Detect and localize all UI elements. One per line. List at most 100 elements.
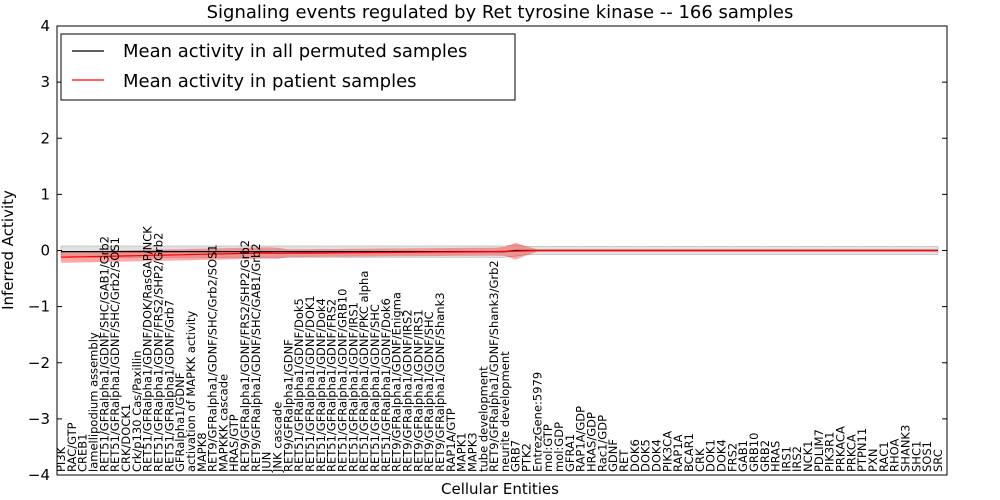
- x-tick-label: RET9/GFRalpha1/GDNF: [281, 339, 295, 472]
- x-axis-label: Cellular Entities: [441, 480, 559, 498]
- x-tick-label: RET51/GFRalpha1/GDNF/Dok5: [292, 298, 306, 472]
- y-tick-label: −2: [28, 354, 50, 372]
- chart-title: Signaling events regulated by Ret tyrosi…: [207, 2, 794, 23]
- y-axis-label: Inferred Activity: [0, 190, 17, 310]
- x-tick-label: lamellipodium assembly: [87, 332, 101, 472]
- y-tick-label: 1: [40, 185, 50, 203]
- x-tick-label: HRAS/GDP: [585, 412, 599, 472]
- confidence-bands: [60, 242, 939, 263]
- x-tick-label: RET9/GFRalpha1/GDNF/Enigma: [390, 292, 404, 472]
- x-tick-label: RAC/GTP: [65, 422, 79, 472]
- x-tick-label: RET: [617, 449, 631, 472]
- x-tick-label: FRS2: [725, 443, 739, 472]
- y-tick-label: 4: [40, 17, 50, 35]
- y-tick-label: −4: [28, 466, 50, 484]
- x-tick-label: RET9/GFRalpha1/GDNF/IRS1: [411, 309, 425, 472]
- x-tick-label: BCAR1: [682, 433, 696, 472]
- x-tick-label: RHOA: [888, 439, 902, 472]
- x-tick-label: CRK: [693, 448, 707, 472]
- legend-box: [60, 33, 516, 101]
- x-tick-label: SHANK3: [899, 425, 913, 472]
- x-tick-label: IRS1: [779, 446, 793, 472]
- x-tick-label: EntrezGene:5979: [530, 372, 544, 472]
- y-tick-label: 0: [40, 242, 50, 260]
- series-lines: [60, 249, 938, 258]
- x-tick-label: RET51/GFRalpha1/GDNF/Grb7: [162, 300, 176, 472]
- x-tick-label: RET51/GFRalpha1/GDNF/FRS2: [325, 299, 339, 472]
- x-tick-label: RET51/GFRalpha1/GDNF/DOK1: [303, 295, 317, 472]
- x-tick-label: MAPK1: [455, 432, 469, 472]
- x-tick-label: GRB2: [758, 440, 772, 472]
- y-tick-label: −1: [28, 298, 50, 316]
- x-tick-label: DOK5: [639, 439, 653, 472]
- x-tick-label: GAB1: [736, 440, 750, 472]
- x-tick-label: PDLIM7: [812, 429, 826, 472]
- x-tick-label: Rac1/GDP: [595, 415, 609, 472]
- x-tick-label: MAPKKK cascade: [216, 374, 230, 472]
- x-tick-label: PIK3R1: [823, 432, 837, 473]
- x-tick-label: RET9/GFRalpha1/GDNF/SHC/Grb2/SOS1: [206, 244, 220, 472]
- x-tick-label: GRB7: [509, 440, 523, 472]
- x-tick-label: RET51/GFRalpha1/GDNF/FRS2/SHP2/Grb2: [151, 233, 165, 472]
- x-tick-label: NCK1: [801, 441, 815, 473]
- x-tick-label: HRAS/GTP: [227, 414, 241, 472]
- patient-line: [60, 249, 938, 258]
- x-tick-label: activation of MAPKK activity: [184, 311, 198, 472]
- x-tick-label: RET51/GFRalpha1/GDNF/DOK/RasGAP/NCK: [141, 226, 155, 472]
- x-tick-label: RET51/GFRalpha1/GDNF/PKC alpha: [357, 271, 371, 472]
- x-tick-label: RET51/GFRalpha1/GDNF/SHC/GAB1/Grb2: [97, 236, 111, 472]
- x-tick-label: RET9/GFRalpha1/GDNF/SHC/GAB1/Grb2: [249, 243, 263, 472]
- patient-band: [61, 242, 938, 263]
- x-tick-label: RAP1A: [671, 434, 685, 472]
- x-tick-label: MAPK3: [465, 432, 479, 472]
- x-tick-label: DOK6: [628, 439, 642, 472]
- x-tick-label: DOK4: [650, 439, 664, 472]
- x-tick-label: PTK2: [520, 443, 534, 472]
- x-tick-label: GDNF: [606, 439, 620, 472]
- legend-label-patient: Mean activity in patient samples: [123, 71, 417, 92]
- x-tick-label: GRB10: [747, 433, 761, 472]
- x-tick-label: RET51/GFRalpha1/GDNF/IRS1: [346, 302, 360, 472]
- x-tick-label: RET51/GFRalpha1/GDNF/SHC: [368, 304, 382, 472]
- x-tick-label: mol:GTP: [541, 424, 555, 472]
- x-tick-label: DOK1: [704, 439, 718, 472]
- x-tick-label: RET51/GFRalpha1/GDNF/Dok4: [314, 298, 328, 472]
- x-tick-label: GFRA1: [563, 434, 577, 472]
- x-tick-label: PI3K: [54, 446, 68, 472]
- x-tick-label: RAP1A/GTP: [444, 408, 458, 472]
- legend-label-permuted: Mean activity in all permuted samples: [123, 41, 467, 62]
- x-tick-label: JUN: [260, 452, 274, 473]
- legend: Mean activity in all permuted samples Me…: [60, 33, 516, 101]
- y-tick-label: 2: [40, 129, 50, 147]
- x-tick-label: RET51/GFRalpha1/GDNF/Dok6: [379, 298, 393, 472]
- x-tick-label: PXN: [866, 449, 880, 472]
- x-tick-label: IRS2: [790, 446, 804, 472]
- x-tick-label: GFRalpha1/GDNF: [173, 373, 187, 472]
- x-tick-label: tube development: [476, 366, 490, 472]
- x-tick-label: SOS1: [920, 441, 934, 472]
- x-tick-label: RET9/GFRalpha1/GDNF/FRS2/SHP2/Grb2: [238, 240, 252, 472]
- x-tick-label: RET51/GFRalpha1/GDNF/SHC/Grb2/SOS1: [108, 237, 122, 472]
- x-tick-label: MAPK8: [195, 432, 209, 472]
- x-tick-label: JNK cascade: [271, 402, 285, 473]
- x-tick-label: PRKACA: [834, 426, 848, 472]
- x-tick-label: HRAS: [769, 441, 783, 472]
- x-tick-label: RET9/GFRalpha1/GDNF/SHC: [422, 311, 436, 472]
- x-tick-label: RET9/GFRalpha1/GDNF/IRS2: [401, 309, 415, 472]
- x-tick-label: mol:GDP: [552, 422, 566, 472]
- x-tick-label: PIK3CA: [660, 431, 674, 472]
- y-axis: −4 −3 −2 −1 0 1 2 3 4: [28, 17, 947, 484]
- x-tick-label: DOK4: [715, 439, 729, 472]
- x-tick-label: RAC1: [877, 441, 891, 472]
- x-tick-label: RAP1A/GDP: [574, 406, 588, 472]
- x-tick-label: RET9/GFRalpha1/GDNF/Shank3: [433, 292, 447, 472]
- x-tick-label: RET51/GFRalpha1/GDNF/GRB10: [336, 289, 350, 472]
- x-tick-label: RET9/GFRalpha1/GDNF/Shank3/Grb2: [487, 260, 501, 472]
- x-tick-label: SHC1: [909, 441, 923, 472]
- x-tick-label: CREB1: [76, 434, 90, 473]
- x-tick-label: SRC: [931, 449, 945, 472]
- x-tick-label: CRK/DOCK1: [119, 404, 133, 472]
- y-tick-label: 3: [40, 73, 50, 91]
